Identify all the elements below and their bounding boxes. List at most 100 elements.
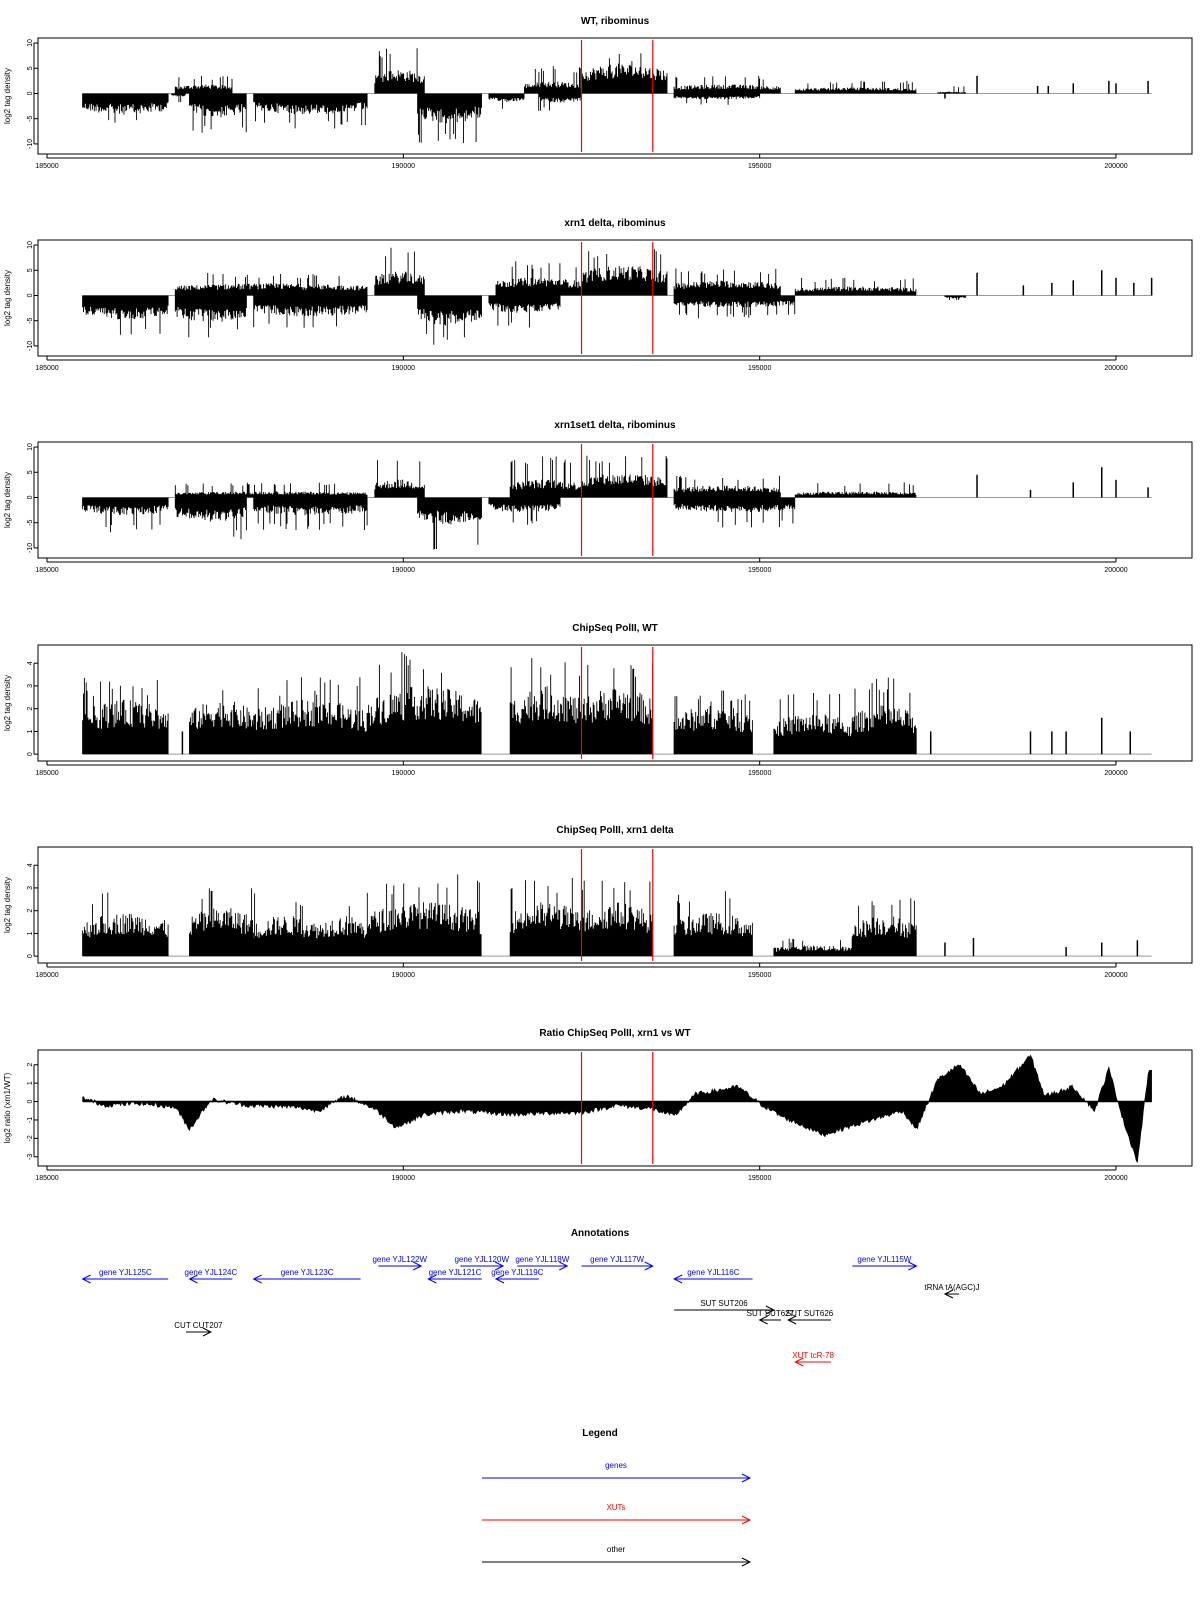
track-panel-0: WT, ribominus log2 tag density -10 -5 0 5 10 18… [3,16,1193,170]
arrow-head [673,1274,683,1284]
arrow-head [765,1305,776,1315]
coverage-bars [673,891,753,957]
annotation-label: CUT CUT207 [174,1321,223,1330]
arrow-head [427,1274,437,1284]
x-tick-label: 190000 [392,1175,415,1182]
y-axis-label: log2 ratio (xrn1/WT) [3,1072,12,1143]
coverage-bars [673,497,796,528]
y-tick-label: 0 [27,954,34,958]
arrow-head [908,1261,918,1271]
coverage-bars [189,93,247,133]
track-title: ChipSeq PolII, WT [572,623,658,634]
coverage-bars [509,877,582,957]
arrow-head [943,1289,954,1299]
coverage-bars [171,93,186,103]
annotation-label: SUT SUT627 [747,1309,795,1318]
x-tick-label: 185000 [35,365,58,372]
x-tick-label: 195000 [748,163,771,170]
annotation-label: gene YJL119C [491,1268,543,1277]
coverage-bars [673,690,753,755]
coverage-bars [673,268,781,296]
annotations-panel: Annotations gene YJL125C gene YJL124C gene … [81,1228,980,1367]
y-tick-label: 1 [27,729,34,733]
y-tick-label: 0 [27,1100,34,1104]
annotation-label: gene YJL117W [590,1255,644,1264]
x-tick-label: 195000 [748,567,771,574]
annotation-feature: tRNA tA(AGC)J [925,1283,980,1299]
coverage-bars [253,893,319,957]
y-tick-label: -2 [27,1135,34,1141]
x-tick-label: 185000 [35,163,58,170]
track-panel-2: xrn1set1 delta, ribominus log2 tag densit… [3,420,1193,574]
track-title: Ratio ChipSeq PolII, xrn1 vs WT [539,1028,690,1039]
coverage-bars [253,677,368,755]
x-tick-label: 195000 [748,365,771,372]
track-panel-3: ChipSeq PolII, WT log2 tag density 0 1 2 3 4 18… [3,623,1193,777]
annotation-feature: SUT SUT206 [674,1299,776,1315]
annotation-label: tRNA tA(AGC)J [925,1283,980,1292]
annotation-label: gene YJL118W [515,1255,569,1264]
coverage-bars [189,888,254,957]
coverage-bars [374,247,425,296]
plot-frame [37,441,1193,559]
coverage-bars [174,273,368,296]
y-tick-label: 1 [27,931,34,935]
y-tick-label: 2 [27,909,34,913]
x-tick-label: 195000 [748,1175,771,1182]
annotation-label: XUT tcR-78 [792,1351,834,1360]
coverage-bars [488,295,561,328]
x-tick-label: 200000 [1104,770,1127,777]
annotation-label: gene YJL121C [429,1268,482,1277]
legend-label: XUTs [606,1503,625,1512]
coverage-bars [253,497,368,530]
coverage-bars [538,93,582,111]
coverage-bars [253,93,368,129]
coverage-bars [367,652,482,755]
annotation-feature: gene YJL119C [491,1268,544,1284]
track-title: xrn1set1 delta, ribominus [554,420,676,431]
coverage-bars [524,66,582,94]
data-marks [82,455,1152,550]
y-tick-label: -5 [27,519,34,525]
y-tick-label: 4 [27,863,34,867]
coverage-bars [944,295,967,300]
x-tick-label: 195000 [748,770,771,777]
coverage-bars [417,93,482,143]
arrow-head [412,1261,423,1271]
y-tick-label: 3 [27,684,34,688]
coverage-bars [174,482,368,498]
legend-title: Legend [582,1428,618,1439]
y-tick-label: 1 [27,1081,34,1085]
annotation-feature: SUT SUT626 [786,1309,834,1325]
coverage-bars [581,455,668,498]
legend-item-xut: XUTs [482,1503,752,1525]
x-tick-label: 200000 [1104,163,1127,170]
arrow-head [741,1557,752,1567]
annotation-feature: XUT tcR-78 [792,1351,834,1367]
legend-label: genes [605,1461,627,1470]
coverage-bars [488,93,525,109]
arrow-head [494,1261,505,1271]
annotation-feature: gene YJL125C [81,1268,169,1284]
y-axis-label: log2 tag density [3,675,12,731]
y-tick-label: 0 [27,293,34,297]
y-tick-label: 10 [27,443,34,451]
data-marks [82,1054,1152,1164]
coverage-bars [417,295,482,345]
annotation-feature: gene YJL115W [852,1255,918,1271]
coverage-bars [82,93,169,123]
y-axis-label: log2 tag density [3,270,12,326]
coverage-bars [509,658,582,755]
plot-frame [37,37,1193,155]
arrow-head [644,1261,654,1271]
y-tick-label: -1 [27,1117,34,1123]
coverage-bars [253,295,368,328]
y-tick-label: 10 [27,241,34,249]
x-tick-label: 200000 [1104,365,1127,372]
y-tick-label: 0 [27,91,34,95]
arrow-head [559,1261,569,1271]
y-tick-label: 3 [27,886,34,890]
x-tick-label: 190000 [392,163,415,170]
arrow-head [81,1274,91,1284]
y-axis-label: log2 tag density [3,877,12,933]
